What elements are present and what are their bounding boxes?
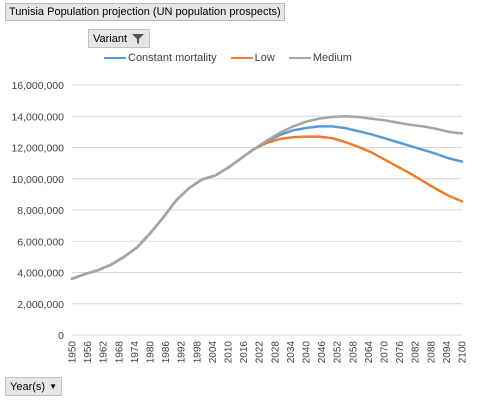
y-tick-label: 2,000,000: [17, 299, 64, 311]
x-tick-label: 2082: [411, 341, 422, 364]
x-tick-label: 1950: [68, 341, 79, 364]
variant-filter-button[interactable]: Variant: [88, 29, 151, 48]
chart-legend: Constant mortality Low Medium: [104, 52, 352, 64]
x-tick-label: 2034: [286, 341, 297, 364]
x-tick-label: 1962: [99, 341, 110, 364]
x-tick-label: 1980: [146, 341, 157, 364]
chevron-down-icon: ▼: [49, 381, 57, 391]
filter-funnel-icon: [132, 33, 145, 44]
x-tick-label: 2010: [224, 341, 235, 364]
x-tick-label: 1968: [114, 341, 125, 364]
legend-label-constant-mortality: Constant mortality: [128, 52, 217, 64]
legend-swatch-low: [230, 56, 253, 60]
x-tick-label: 2100: [458, 341, 469, 364]
x-tick-label: 2076: [395, 341, 406, 364]
series-line-medium: [70, 115, 464, 281]
y-tick-label: 14,000,000: [11, 111, 64, 123]
legend-swatch-constant-mortality: [104, 56, 126, 60]
x-tick-label: 2058: [348, 341, 359, 364]
series-line-constant-mortality: [70, 125, 464, 281]
x-tick-label: 2088: [426, 341, 437, 364]
legend-item-medium: Medium: [288, 52, 352, 64]
legend-swatch-medium: [288, 56, 311, 60]
y-tick-label: 10,000,000: [11, 174, 64, 186]
year-filter-button[interactable]: Year(s) ▼: [5, 377, 62, 396]
x-tick-label: 1956: [83, 341, 94, 364]
x-tick-label: 2046: [317, 341, 328, 364]
x-tick-label: 1986: [161, 341, 172, 364]
x-tick-label: 2016: [239, 341, 250, 364]
y-tick-label: 4,000,000: [17, 268, 64, 280]
legend-item-low: Low: [230, 52, 275, 64]
y-tick-label: 0: [58, 330, 64, 342]
x-tick-label: 2022: [255, 341, 266, 364]
legend-item-constant-mortality: Constant mortality: [104, 52, 217, 64]
legend-label-low: Low: [254, 52, 275, 64]
x-tick-label: 2028: [270, 341, 281, 364]
x-tick-label: 2064: [364, 341, 375, 364]
x-tick-label: 2070: [380, 341, 391, 364]
x-tick-label: 1974: [130, 341, 141, 364]
year-filter-label: Year(s): [10, 380, 46, 393]
x-tick-label: 2052: [333, 341, 344, 364]
variant-filter-label: Variant: [93, 32, 128, 45]
y-tick-label: 16,000,000: [11, 80, 64, 92]
series-line-low: [70, 135, 464, 281]
legend-label-medium: Medium: [312, 52, 352, 64]
y-tick-label: 12,000,000: [11, 143, 64, 155]
y-tick-label: 8,000,000: [17, 205, 64, 217]
x-tick-label: 1992: [177, 341, 188, 364]
x-tick-label: 2004: [208, 341, 219, 364]
x-tick-label: 2040: [302, 341, 313, 364]
y-tick-label: 6,000,000: [17, 236, 64, 248]
x-tick-label: 1998: [192, 341, 203, 364]
x-tick-label: 2094: [442, 341, 453, 364]
chart-title: Tunisia Population projection (UN popula…: [5, 3, 285, 21]
